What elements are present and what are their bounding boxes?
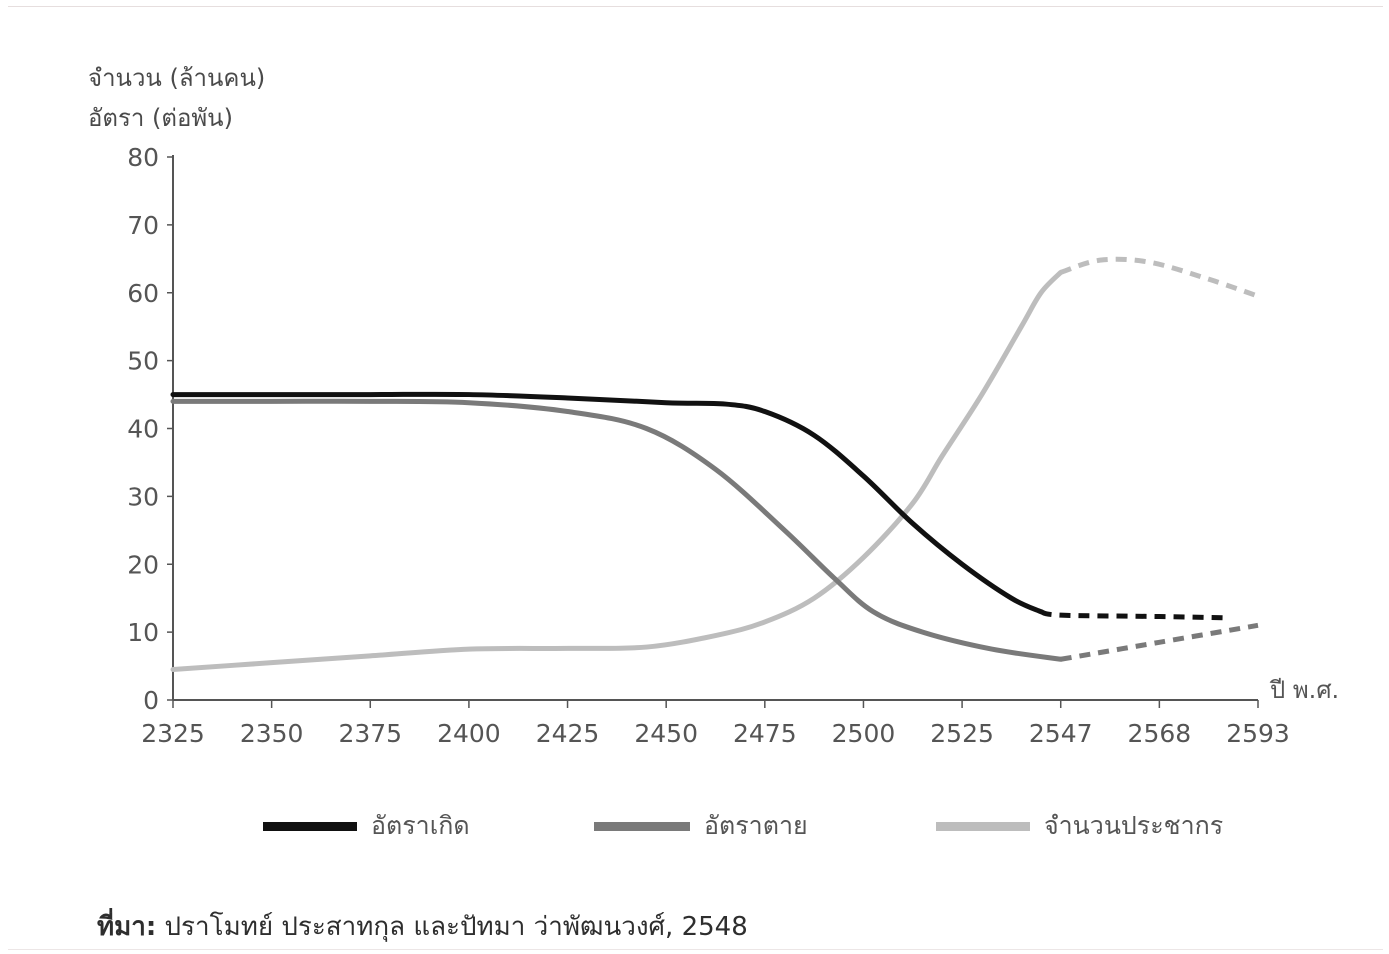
line-chart: 0 10 20 30 40 50 60 70 80 2325 2350 2375 2400 2425 245…	[127, 143, 1339, 748]
x-tick-label: 2568	[1128, 719, 1192, 748]
x-tick-label: 2500	[832, 719, 896, 748]
source-text: ปราโมทย์ ประสาทกุล และปัทมา ว่าพัฒนวงศ์,…	[156, 912, 748, 942]
series-projection-birth-rate	[1040, 609, 1229, 621]
legend-item-population: จำนวนประชากร	[936, 808, 1223, 844]
legend-swatch-birth-rate	[263, 821, 357, 831]
legend-item-birth-rate: อัตราเกิด	[263, 808, 470, 844]
series-line-population	[170, 269, 1064, 672]
y-tick-label: 30	[127, 482, 159, 511]
y-tick-label: 50	[127, 347, 159, 376]
y-tick-label: 40	[127, 415, 159, 444]
x-tick-label: 2325	[141, 719, 205, 748]
y-tick-label: 70	[127, 211, 159, 240]
x-tick-label: 2475	[733, 719, 797, 748]
series-projection-death-rate	[1060, 622, 1259, 662]
x-tick-label: 2350	[240, 719, 304, 748]
y-axis-label-line-2: อัตรา (ต่อพัน)	[88, 104, 233, 132]
y-tick-label: 60	[127, 279, 159, 308]
y-tick-label: 20	[127, 550, 159, 579]
x-tick-label: 2425	[536, 719, 600, 748]
x-tick-label: 2400	[437, 719, 501, 748]
figure-frame	[8, 6, 1383, 950]
legend-swatch-population	[936, 821, 1030, 831]
legend-label-death-rate: อัตราตาย	[704, 811, 808, 840]
x-tick-label: 2593	[1226, 719, 1290, 748]
series-projection-population	[1059, 256, 1259, 299]
x-tick-label: 2547	[1029, 719, 1093, 748]
legend-item-death-rate: อัตราตาย	[594, 808, 808, 844]
x-tick-label: 2450	[634, 719, 698, 748]
series-line-death-rate	[170, 398, 1064, 662]
y-tick-label: 0	[143, 686, 159, 715]
legend-label-population: จำนวนประชากร	[1044, 811, 1224, 840]
source-note: ที่มา: ปราโมทย์ ประสาทกุล และปัทมา ว่าพั…	[97, 906, 748, 947]
y-axis-label-line-1: จำนวน (ล้านคน)	[88, 64, 266, 92]
x-axis-label: ปี พ.ศ.	[1269, 676, 1339, 704]
y-tick-label: 10	[127, 618, 159, 647]
source-prefix: ที่มา:	[97, 912, 157, 942]
y-tick-label: 80	[127, 143, 159, 172]
x-tick-label: 2525	[930, 719, 994, 748]
legend-swatch-death-rate	[594, 821, 690, 831]
x-tick-label: 2375	[338, 719, 402, 748]
series-line-birth-rate	[170, 391, 1044, 615]
legend-label-birth-rate: อัตราเกิด	[371, 811, 470, 840]
